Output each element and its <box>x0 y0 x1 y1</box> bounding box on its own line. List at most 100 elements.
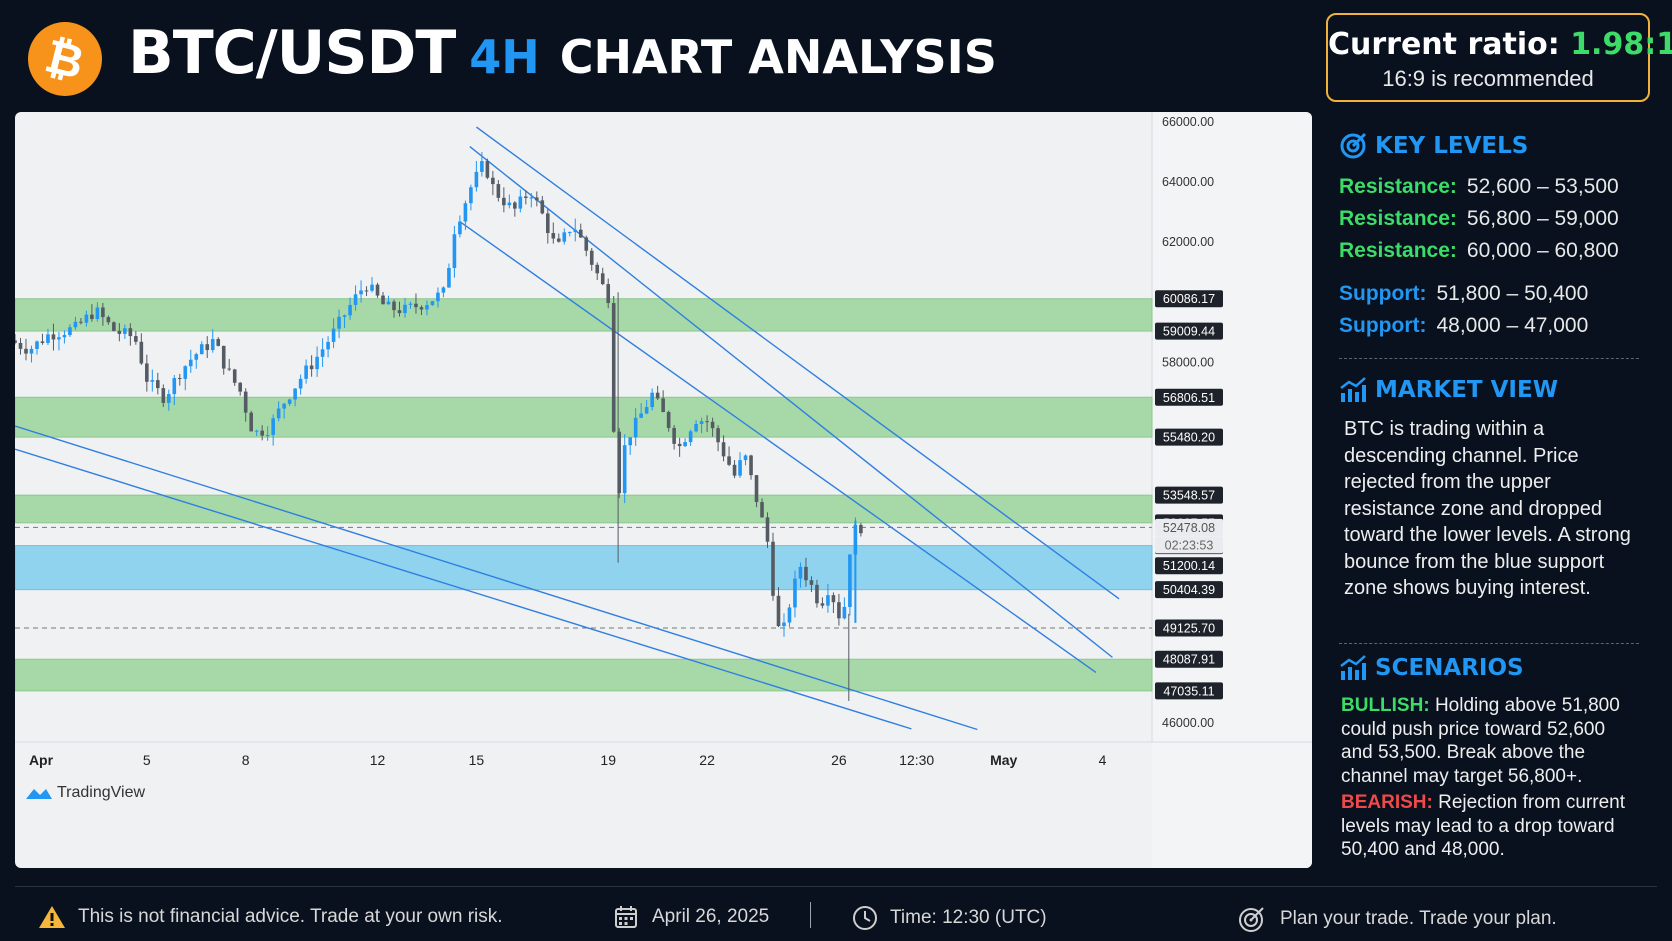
price-level-label: 48087.91 <box>1163 653 1215 667</box>
candle-body <box>589 250 594 265</box>
candle-body <box>293 388 297 400</box>
candle-body <box>199 344 204 355</box>
candle-body <box>760 502 764 518</box>
y-tick-label: 58000.00 <box>1162 355 1214 369</box>
price-level-tag <box>1155 486 1223 504</box>
target-icon <box>1340 132 1367 159</box>
candle-body <box>804 566 808 581</box>
candle-body <box>84 314 89 323</box>
candle-body <box>716 428 720 443</box>
price-level-label: 51200.14 <box>1163 559 1215 573</box>
candle-body <box>611 303 616 432</box>
candle-body <box>326 341 330 350</box>
scenarios-header: SCENARIOS <box>1339 655 1524 681</box>
candle-body <box>101 307 105 318</box>
candle-body <box>139 341 144 364</box>
page-title: BTC/USDT 4H CHART ANALYSIS <box>128 18 997 88</box>
footer-separator <box>810 902 811 928</box>
x-tick-label: 12:30 <box>899 752 934 768</box>
candle-body <box>177 378 182 380</box>
candle-body <box>156 380 160 389</box>
disclaimer: This is not financial advice. Trade at y… <box>38 905 503 929</box>
candle-body <box>403 304 407 314</box>
candle-body <box>727 456 731 465</box>
resistance-level-1: Resistance: 52,600 – 53,500 <box>1339 175 1619 198</box>
candle-body <box>68 327 72 336</box>
candle-body <box>260 430 264 436</box>
candle-body <box>123 328 127 334</box>
price-level-label: 59009.44 <box>1163 325 1215 339</box>
candle-body <box>73 321 78 328</box>
candle-body <box>106 317 111 323</box>
divider <box>1339 358 1639 359</box>
candle-body <box>732 464 737 476</box>
tradingview-icon <box>26 789 52 799</box>
candle-body <box>699 421 704 424</box>
title-subtitle: CHART ANALYSIS <box>559 30 997 84</box>
price-level-label: 47035.11 <box>1163 684 1214 698</box>
candle-body <box>545 213 550 234</box>
price-level-tag <box>1155 428 1223 446</box>
time-text: Time: 12:30 (UTC) <box>890 907 1047 928</box>
candle-body <box>721 442 726 457</box>
candle-body <box>408 303 413 305</box>
candle-body <box>573 229 578 233</box>
ratio-value: 1.98:1 <box>1570 27 1672 62</box>
footer-divider <box>15 886 1657 887</box>
candle-body <box>254 430 259 432</box>
y-tick-label: 62000.00 <box>1162 235 1214 249</box>
candle-body <box>606 284 611 304</box>
price-level-tag <box>1155 322 1223 340</box>
candle-body <box>425 305 429 310</box>
candle-body <box>578 229 583 238</box>
candle-body <box>683 442 687 447</box>
y-tick-label: 46000.00 <box>1162 716 1214 730</box>
price-level-label: 55480.20 <box>1163 431 1215 445</box>
candle-body <box>18 343 23 349</box>
candle-body <box>628 437 632 446</box>
candle-body <box>485 161 490 178</box>
candle-body <box>35 341 39 349</box>
x-tick-label: 12 <box>370 752 386 768</box>
candle-body <box>397 310 402 314</box>
price-level-label: 56806.51 <box>1163 391 1215 405</box>
candle-body <box>710 421 715 429</box>
disclaimer-text: This is not financial advice. Trade at y… <box>78 906 503 927</box>
candle-body <box>282 403 286 409</box>
candlestick-chart[interactable]: 66000.00 64000.00 62000.00 58000.00 46000.00… <box>15 112 1312 868</box>
countdown-label: 02:23:53 <box>1165 538 1214 552</box>
date-text: April 26, 2025 <box>652 906 770 927</box>
key-levels-header: KEY LEVELS <box>1339 132 1528 160</box>
candle-body <box>540 200 545 214</box>
candle-body <box>820 603 825 606</box>
candle-body <box>265 434 270 436</box>
price-level-label: 60086.17 <box>1163 292 1215 306</box>
resistance-level-2: Resistance: 56,800 – 59,000 <box>1339 207 1619 230</box>
x-tick-label: 22 <box>699 752 715 768</box>
candle-body <box>738 460 742 476</box>
x-tick-label: Apr <box>29 752 54 768</box>
candle-body <box>331 328 336 342</box>
candle-body <box>518 196 523 209</box>
price-level-tag <box>1155 581 1223 599</box>
candle-body <box>617 431 622 494</box>
clock-icon <box>853 906 877 930</box>
candle-body <box>655 392 660 399</box>
ratio-note: 16:9 is recommended <box>1382 66 1594 91</box>
resistance-zone <box>15 658 1153 692</box>
candle-body <box>227 368 232 370</box>
date-info: April 26, 2025 <box>614 905 769 929</box>
candle-body <box>535 197 539 201</box>
candle-body <box>815 584 819 604</box>
candle-body <box>529 197 534 199</box>
chart-panel[interactable]: 66000.00 64000.00 62000.00 58000.00 46000.00… <box>15 112 1312 868</box>
candle-body <box>79 321 83 323</box>
candle-body <box>793 578 797 608</box>
candle-body <box>194 354 199 360</box>
y-tick-label: 66000.00 <box>1162 115 1214 129</box>
candle-body <box>342 315 347 317</box>
candle-body <box>524 196 528 198</box>
tradingview-watermark: TradingView <box>25 784 145 802</box>
candle-body <box>584 237 589 251</box>
price-level-tag <box>1155 682 1223 700</box>
